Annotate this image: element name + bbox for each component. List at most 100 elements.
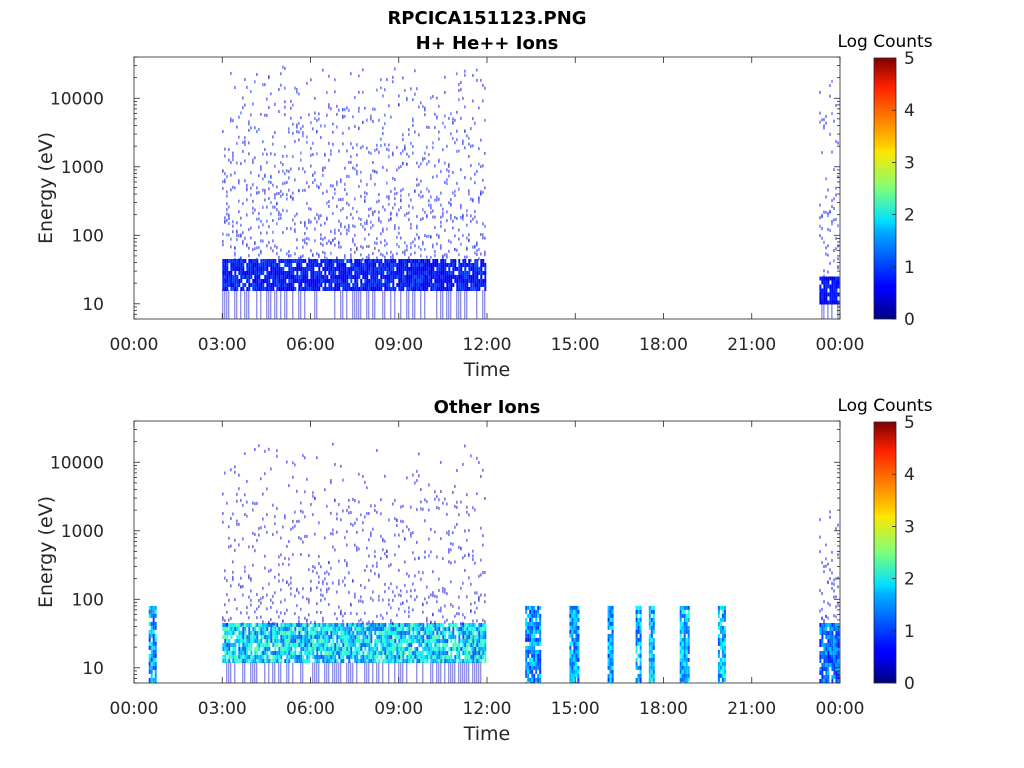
sparse-count [278, 217, 280, 221]
sparse-count [372, 213, 374, 217]
band-cell [390, 279, 393, 283]
sparse-count [268, 447, 270, 451]
band-cell [450, 647, 453, 651]
streak [248, 289, 250, 319]
sparse-count [306, 135, 308, 139]
sparse-count [284, 86, 286, 90]
band-cell [364, 639, 367, 643]
band-cell [312, 655, 315, 659]
sparse-count [264, 566, 266, 570]
band-cell [482, 643, 485, 647]
sparse-count [340, 224, 342, 228]
streak [420, 289, 422, 319]
sparse-count [246, 187, 248, 191]
sparse-count [300, 607, 302, 611]
band-cell [244, 283, 247, 287]
sparse-count [344, 583, 346, 587]
sparse-count [222, 232, 224, 236]
sparse-count [276, 610, 278, 614]
band-cell [416, 647, 419, 651]
band-cell [639, 617, 642, 622]
band-cell [316, 655, 319, 659]
band-cell [364, 271, 367, 275]
band-cell [260, 627, 263, 631]
band-cell [721, 637, 724, 642]
band-cell [527, 605, 530, 610]
sparse-count [342, 114, 344, 118]
band-cell [302, 627, 305, 631]
band-cell [336, 651, 339, 655]
sparse-count [446, 144, 448, 148]
sparse-count [424, 108, 426, 112]
band-cell [440, 623, 443, 627]
band-cell [635, 621, 638, 626]
band-cell [356, 271, 359, 275]
sparse-count [312, 569, 314, 573]
sparse-count [250, 113, 252, 117]
band-cell [336, 283, 339, 287]
sparse-count [350, 72, 352, 76]
sparse-count [362, 257, 364, 261]
x-tick-label: 15:00 [551, 699, 600, 719]
band-cell [531, 637, 534, 642]
sparse-count [232, 570, 234, 574]
band-cell [531, 681, 534, 683]
sparse-count [426, 585, 428, 589]
sparse-count [456, 505, 458, 509]
band-cell [484, 647, 487, 651]
band-cell [569, 613, 572, 618]
band-cell [400, 655, 403, 659]
sparse-count [314, 227, 316, 231]
band-cell [340, 647, 343, 651]
band-cell [380, 651, 383, 655]
band-cell [342, 651, 345, 655]
sparse-count [444, 604, 446, 608]
sparse-count [366, 192, 368, 196]
band-cell [242, 655, 245, 659]
sparse-count [386, 242, 388, 246]
band-cell [330, 287, 333, 291]
sparse-count [442, 211, 444, 215]
sparse-count [426, 125, 428, 129]
band-cell [478, 287, 481, 291]
sparse-count [823, 618, 825, 622]
sparse-count [262, 188, 264, 192]
band-cell [607, 673, 610, 678]
sparse-count [242, 239, 244, 243]
band-cell [248, 659, 251, 663]
sparse-count [362, 120, 364, 124]
band-cell [154, 681, 157, 683]
sparse-count [256, 73, 258, 76]
sparse-count [442, 501, 444, 505]
sparse-count [378, 199, 380, 203]
sparse-count [454, 234, 456, 238]
colorbar-gradient [873, 57, 897, 320]
band-cell [284, 259, 287, 263]
band-cell [458, 655, 461, 659]
band-cell [394, 659, 397, 663]
band-cell [648, 673, 651, 678]
sparse-count [348, 175, 350, 178]
band-cell [148, 609, 151, 614]
sparse-count [258, 533, 260, 537]
band-cell [346, 259, 349, 263]
band-cell [460, 275, 463, 279]
sparse-count [334, 231, 336, 235]
band-cell [284, 627, 287, 631]
sparse-count [474, 215, 476, 219]
band-cell [306, 267, 309, 271]
streak [292, 662, 294, 683]
band-cell [334, 627, 337, 631]
band-cell [456, 651, 459, 655]
band-cell [648, 609, 651, 614]
band-cell [440, 659, 443, 663]
sparse-count [280, 72, 282, 76]
sparse-count [370, 173, 372, 177]
band-cell [240, 271, 243, 275]
band-cell [390, 267, 393, 271]
sparse-count [336, 204, 338, 208]
band-cell [384, 631, 387, 635]
band-cell [292, 267, 295, 271]
band-cell [458, 287, 461, 291]
band-cell [272, 639, 275, 643]
